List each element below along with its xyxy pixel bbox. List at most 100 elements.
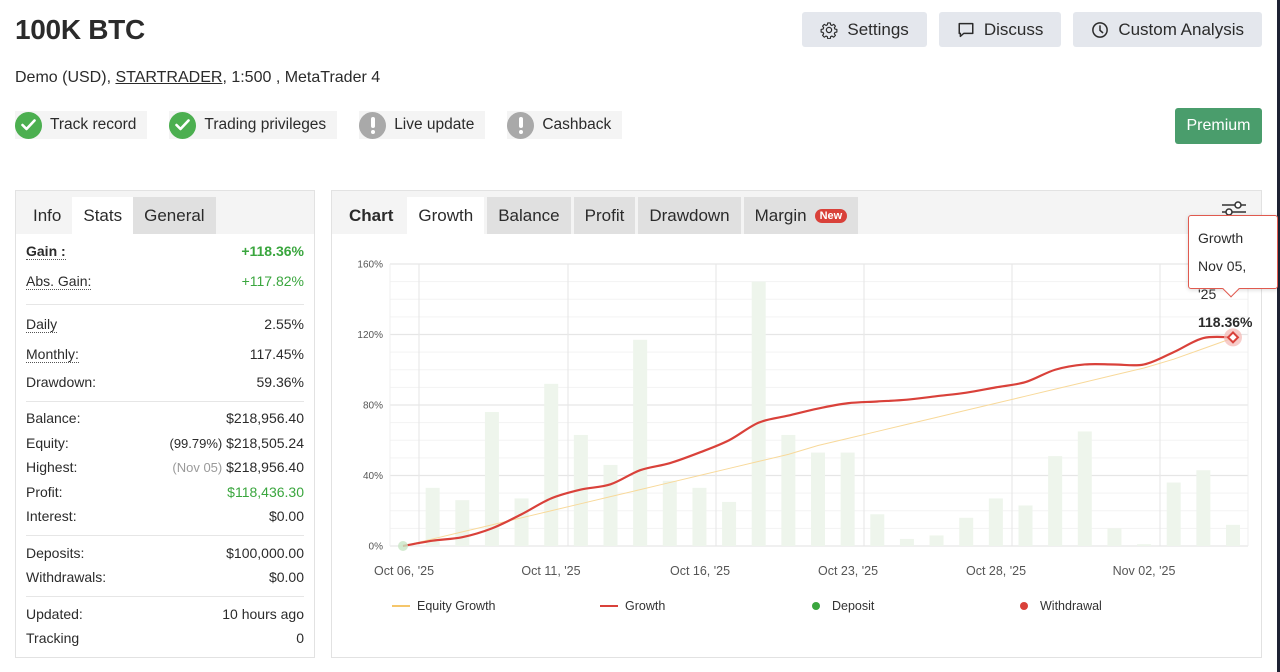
- exclamation-circle-icon: [359, 111, 387, 139]
- equity-percent: (99.79%): [169, 435, 223, 451]
- svg-text:0%: 0%: [369, 542, 384, 553]
- settings-label: Settings: [847, 19, 909, 39]
- clock-icon: [1092, 21, 1109, 38]
- svg-text:Oct 23, '25: Oct 23, '25: [818, 564, 878, 578]
- svg-text:80%: 80%: [363, 401, 383, 412]
- tab-margin-label: Margin: [754, 205, 807, 225]
- stat-label[interactable]: Gain :: [26, 242, 66, 260]
- premium-button[interactable]: Premium: [1175, 108, 1262, 144]
- stat-updated: Updated: 10 hours ago: [26, 602, 304, 627]
- legend-label: Equity Growth: [417, 599, 496, 613]
- y-axis-labels: 0% 40% 80% 120% 160%: [357, 260, 383, 553]
- stat-label: Highest:: [26, 459, 78, 476]
- stat-deposits: Deposits: $100,000.00: [26, 541, 304, 566]
- discuss-label: Discuss: [983, 19, 1044, 39]
- stat-value: 117.45%: [249, 346, 304, 362]
- tab-general[interactable]: General: [133, 197, 216, 234]
- withdrawal-dot-icon: [1020, 602, 1028, 610]
- legend-label: Withdrawal: [1040, 599, 1102, 613]
- stat-value: $218,956.40: [226, 459, 304, 476]
- legend-label: Deposit: [832, 599, 875, 613]
- growth-chart[interactable]: 0%40%80%120%160% Oct 06, '25 Oct 11, '25 O…: [332, 237, 1261, 637]
- tab-drawdown[interactable]: Drawdown: [638, 197, 741, 234]
- stat-equity: Equity: (99.79%) $218,505.24: [26, 431, 304, 456]
- new-badge: New: [814, 208, 848, 223]
- discuss-button[interactable]: Discuss: [938, 12, 1062, 47]
- account-type: Demo (USD),: [15, 69, 116, 86]
- badge-label: Cashback: [542, 116, 612, 133]
- stat-highest: Highest: (Nov 05) $218,956.40: [26, 455, 304, 480]
- stat-value: 0: [296, 630, 304, 647]
- badge-track-record[interactable]: Track record: [15, 111, 148, 139]
- broker-link[interactable]: STARTRADER: [115, 69, 223, 86]
- stat-label[interactable]: Monthly:: [26, 345, 79, 363]
- stats-panel: Info Stats General Gain : +118.36% Abs. …: [15, 190, 315, 658]
- badge-cashback[interactable]: Cashback: [507, 111, 623, 139]
- tooltip-date: Nov 05, '25: [1198, 258, 1247, 302]
- svg-text:Oct 06, '25: Oct 06, '25: [374, 564, 434, 578]
- svg-text:Oct 28, '25: Oct 28, '25: [966, 564, 1026, 578]
- stat-label: Equity:: [26, 434, 69, 451]
- svg-text:40%: 40%: [363, 471, 383, 482]
- stat-withdrawals: Withdrawals: $0.00: [26, 565, 304, 590]
- stat-label[interactable]: Daily: [26, 315, 58, 333]
- stat-value-group: (Nov 05) $218,956.40: [172, 459, 304, 475]
- stat-balance: Balance: $218,956.40: [26, 406, 304, 431]
- chat-bubble-icon: [958, 22, 974, 37]
- tab-info[interactable]: Info: [33, 205, 62, 225]
- chart-tabs: Chart Growth Balance Profit Drawdown Mar…: [332, 191, 1261, 234]
- daily-bars: [425, 281, 1240, 546]
- stat-abs-gain: Abs. Gain: +117.82%: [26, 266, 304, 296]
- gear-icon: [820, 21, 838, 39]
- highest-date: (Nov 05): [172, 460, 223, 476]
- divider: [26, 304, 304, 305]
- chart-settings-sliders-icon[interactable]: [1221, 199, 1247, 224]
- tooltip-series: Growth: [1198, 230, 1244, 246]
- stat-label[interactable]: Abs. Gain:: [26, 272, 92, 290]
- stat-value: $218,956.40: [226, 410, 304, 427]
- stat-value: $218,505.24: [226, 434, 304, 451]
- tab-margin[interactable]: Margin New: [743, 197, 859, 234]
- exclamation-circle-icon: [507, 111, 535, 139]
- legend-equity-growth[interactable]: Equity Growth: [392, 599, 600, 613]
- svg-text:120%: 120%: [357, 330, 383, 341]
- badge-label: Live update: [394, 116, 475, 133]
- divider: [26, 534, 304, 536]
- stat-label: Drawdown:: [26, 374, 97, 390]
- start-point-marker: [398, 541, 408, 551]
- custom-analysis-button[interactable]: Custom Analysis: [1073, 12, 1262, 47]
- legend-withdrawal[interactable]: Withdrawal: [1020, 599, 1102, 613]
- settings-button[interactable]: Settings: [802, 12, 927, 47]
- stat-value: 59.36%: [256, 374, 304, 390]
- badge-trading-privileges[interactable]: Trading privileges: [169, 111, 338, 139]
- divider: [26, 595, 304, 597]
- stat-value: 2.55%: [264, 316, 304, 332]
- stat-label: Interest:: [26, 508, 77, 525]
- svg-text:Oct 16, '25: Oct 16, '25: [670, 564, 730, 578]
- tab-profit[interactable]: Profit: [573, 197, 636, 234]
- divider: [26, 401, 304, 402]
- stat-value: 10 hours ago: [222, 605, 304, 622]
- tab-stats[interactable]: Stats: [72, 197, 134, 234]
- legend-deposit[interactable]: Deposit: [812, 599, 1020, 613]
- chart-legend: Equity Growth Growth Deposit Withdrawal: [392, 599, 1152, 613]
- stat-daily: Daily 2.55%: [26, 309, 304, 339]
- stat-tracking: Tracking 0: [26, 626, 304, 651]
- vertical-gridlines: [389, 264, 1249, 546]
- stats-list: Gain : +118.36% Abs. Gain: +117.82% Dail…: [16, 236, 314, 651]
- svg-text:Nov 02, '25: Nov 02, '25: [1113, 564, 1176, 578]
- chart-panel: Chart Growth Balance Profit Drawdown Mar…: [331, 190, 1262, 658]
- tab-growth[interactable]: Growth: [407, 197, 485, 234]
- badge-label: Trading privileges: [204, 116, 327, 133]
- stat-value: $100,000.00: [226, 544, 304, 561]
- badge-live-update[interactable]: Live update: [359, 111, 486, 139]
- growth-line-swatch: [600, 605, 618, 607]
- stat-label: Withdrawals:: [26, 569, 107, 586]
- stat-label: Updated:: [26, 605, 83, 622]
- tab-balance[interactable]: Balance: [487, 197, 571, 234]
- stat-drawdown: Drawdown: 59.36%: [26, 369, 304, 395]
- leverage-platform: , 1:500 , MetaTrader 4: [222, 69, 381, 86]
- stat-interest: Interest: $0.00: [26, 504, 304, 529]
- legend-growth[interactable]: Growth: [600, 599, 812, 613]
- stat-value: +117.82%: [241, 273, 304, 289]
